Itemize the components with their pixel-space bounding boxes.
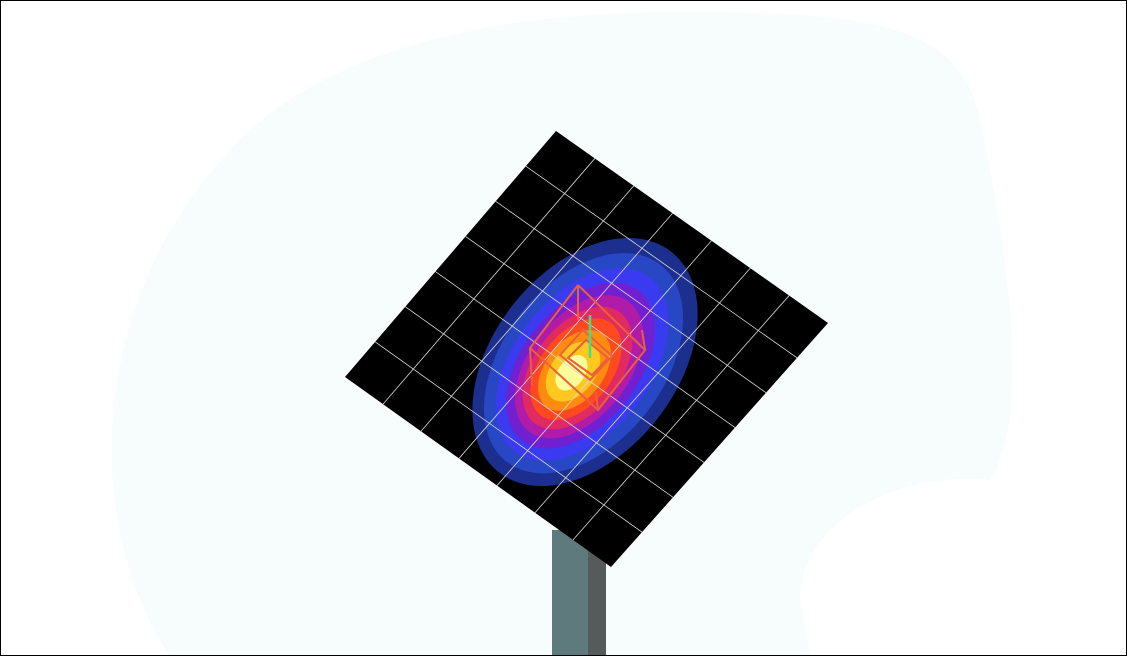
- grid-line: [435, 271, 705, 463]
- grid-line: [382, 158, 596, 405]
- grid-line: [572, 295, 790, 541]
- pole-side: [588, 530, 606, 656]
- wireframe-box: [528, 284, 647, 412]
- grid-line: [458, 213, 673, 459]
- grid-line: [495, 200, 767, 394]
- grid-line: [525, 165, 798, 359]
- grid: [374, 158, 798, 541]
- heat-band: [555, 355, 588, 391]
- grid-line: [465, 236, 736, 428]
- grid-line: [374, 341, 643, 533]
- grid-line: [420, 185, 635, 432]
- pole-front: [552, 530, 588, 656]
- grid-line: [405, 306, 674, 498]
- grid-line: [534, 267, 751, 513]
